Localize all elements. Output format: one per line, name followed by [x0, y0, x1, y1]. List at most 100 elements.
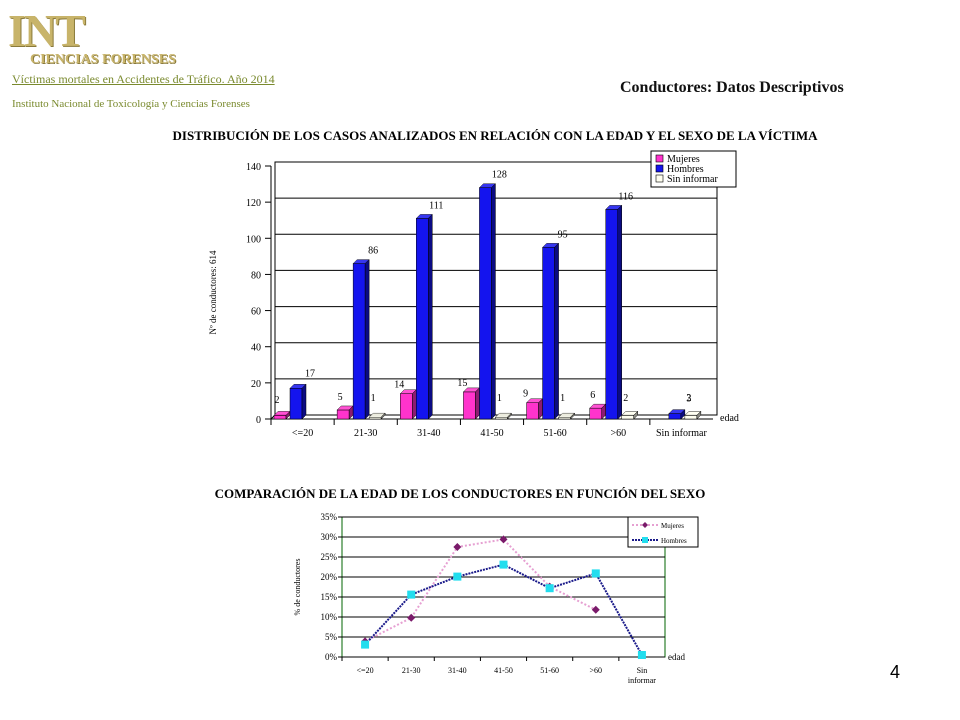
- page-number: 4: [890, 662, 901, 682]
- x-tick-label: 31-40: [417, 428, 440, 439]
- bar-sin-informar: [495, 416, 508, 420]
- bar-side: [475, 387, 480, 420]
- y-tick-label: 100: [246, 234, 261, 245]
- data-label: 1: [560, 393, 565, 404]
- bar-side: [554, 242, 559, 420]
- bar-side: [696, 410, 702, 420]
- bar-side: [412, 389, 417, 420]
- data-label: 1: [371, 393, 376, 404]
- bar-hombres: [668, 413, 682, 420]
- bar-sin-informar: [621, 415, 634, 420]
- x-axis-label: edad: [720, 413, 739, 424]
- legend-label: Mujeres: [667, 154, 700, 165]
- x-tick-label: 41-50: [480, 428, 503, 439]
- line-y-tick-label: 0%: [325, 652, 338, 662]
- legend-swatch: [655, 154, 664, 163]
- bar-side: [364, 258, 370, 420]
- y-tick-label: 80: [251, 270, 261, 281]
- line-legend-marker: [642, 522, 648, 528]
- line-x-tick-label: 41-50: [494, 666, 513, 675]
- bar-side: [507, 412, 512, 420]
- x-tick-label: 21-30: [354, 428, 377, 439]
- data-label: 128: [492, 170, 507, 181]
- line-y-tick-label: 35%: [321, 512, 338, 522]
- y-tick-label: 40: [251, 343, 261, 354]
- x-tick-label: Sin informar: [656, 428, 707, 439]
- bar-side: [633, 410, 638, 420]
- line-legend-label: Mujeres: [661, 522, 684, 530]
- report-link[interactable]: Víctimas mortales en Accidentes de Tráfi…: [12, 72, 275, 86]
- section-title: Conductores: Datos Descriptivos: [620, 79, 844, 96]
- legend-label: Sin informar: [667, 174, 718, 185]
- y-tick-label: 20: [251, 379, 261, 390]
- line-y-tick-label: 15%: [321, 592, 338, 602]
- bar-mujeres: [526, 402, 539, 420]
- int-logo: INT CIENCIAS FORENSES: [8, 8, 176, 70]
- data-label: 111: [429, 200, 443, 211]
- y-tick-label: 140: [246, 162, 261, 173]
- y-tick-label: 60: [251, 307, 261, 318]
- institute-name: Instituto Nacional de Toxicología y Cien…: [12, 98, 250, 110]
- data-label: 1: [497, 393, 502, 404]
- line-x-tick-label: informar: [628, 676, 656, 685]
- line-x-tick-label: >60: [590, 666, 603, 675]
- line-legend-label: Hombres: [661, 537, 687, 545]
- y-axis-label: Nº de conductores: 614: [208, 250, 218, 335]
- line-point-hombres: [545, 584, 554, 593]
- chart-plot-frame: [274, 161, 718, 416]
- data-label: 5: [338, 392, 343, 403]
- line-y-tick-label: 30%: [321, 532, 338, 542]
- bar-hombres: [605, 209, 618, 420]
- line-point-mujeres: [499, 535, 508, 544]
- line-x-tick-label: 21-30: [402, 666, 421, 675]
- line-point-hombres: [637, 651, 646, 659]
- bar-hombres: [416, 218, 429, 420]
- bar-side: [380, 412, 386, 420]
- line-x-tick-label: <=20: [357, 666, 374, 675]
- line-point-mujeres: [407, 613, 416, 622]
- line-x-tick-label: 51-60: [540, 666, 559, 675]
- line-legend-box: [627, 516, 699, 548]
- bar-mujeres: [273, 415, 287, 420]
- bar-sin-informar: [684, 415, 698, 420]
- y-tick-label: 120: [246, 198, 261, 209]
- x-tick-label: 51-60: [543, 428, 566, 439]
- line-point-hombres: [453, 572, 462, 581]
- x-tick-label: >60: [610, 428, 626, 439]
- bar-sin-informar: [368, 416, 382, 420]
- bar-hombres: [352, 263, 366, 420]
- bar-sin-informar: [558, 416, 571, 420]
- bar-side: [570, 412, 575, 420]
- bar-side: [428, 213, 433, 420]
- line-x-tick-label: Sin: [637, 666, 648, 675]
- line-point-hombres: [591, 569, 600, 578]
- x-tick-label: <=20: [292, 428, 313, 439]
- data-label: 15: [457, 378, 467, 389]
- data-label: 86: [368, 246, 378, 257]
- bar-side: [301, 383, 307, 420]
- legend-box: [650, 150, 737, 188]
- legend-swatch: [655, 164, 664, 173]
- line-x-tick-label: 31-40: [448, 666, 467, 675]
- line-legend-marker: [642, 537, 648, 543]
- bar-hombres: [289, 388, 303, 420]
- line-point-hombres: [361, 640, 370, 649]
- data-label: 2: [275, 395, 280, 406]
- data-label: 9: [523, 389, 528, 400]
- data-label: 116: [618, 191, 633, 202]
- line-point-hombres: [499, 560, 508, 569]
- line-y-tick-label: 25%: [321, 552, 338, 562]
- y-tick-label: 0: [256, 415, 261, 426]
- bar-hombres: [479, 187, 492, 420]
- line-y-axis-label: % de conductores: [293, 559, 302, 616]
- data-label: 95: [558, 229, 568, 240]
- data-label: 3: [686, 394, 691, 405]
- bar-mujeres: [463, 391, 476, 420]
- line-chart-title: COMPARACIÓN DE LA EDAD DE LOS CONDUCTORE…: [214, 486, 706, 501]
- line-point-mujeres: [591, 605, 600, 614]
- logo-subtext: CIENCIAS FORENSES: [30, 52, 176, 67]
- legend-swatch: [655, 174, 664, 183]
- line-point-mujeres: [453, 543, 462, 551]
- legend-label: Hombres: [667, 164, 704, 175]
